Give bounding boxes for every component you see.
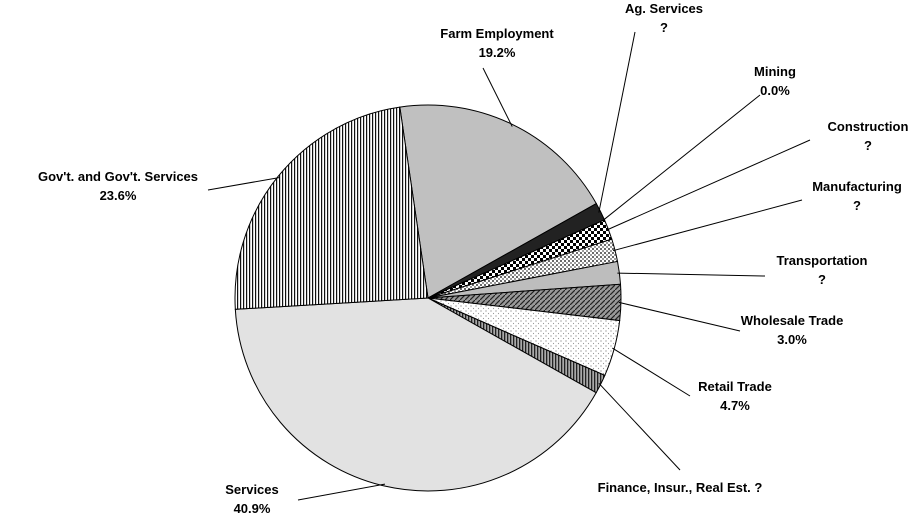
leader-line xyxy=(598,382,681,471)
leader-line xyxy=(606,139,811,231)
leader-line xyxy=(618,301,741,332)
category-label: Ag. Services xyxy=(625,1,703,16)
category-label: Retail Trade xyxy=(698,379,772,394)
value-label: 19.2% xyxy=(479,45,516,60)
category-label: Farm Employment xyxy=(440,26,554,41)
value-label: ? xyxy=(853,198,861,213)
leader-line xyxy=(612,347,691,397)
leader-line xyxy=(602,94,761,222)
value-label: ? xyxy=(864,138,872,153)
value-label: ? xyxy=(754,480,762,495)
value-label: 4.7% xyxy=(720,398,750,413)
category-label: Services xyxy=(225,482,279,497)
value-label: 40.9% xyxy=(234,501,271,516)
pie-slice xyxy=(234,106,429,310)
leader-line xyxy=(207,176,280,191)
category-label: Wholesale Trade xyxy=(741,313,844,328)
leader-line xyxy=(598,31,636,213)
category-label: Transportation xyxy=(776,253,867,268)
category-label: Gov't. and Gov't. Services xyxy=(38,169,198,184)
leader-line xyxy=(617,272,766,277)
value-label: ? xyxy=(818,272,826,287)
leader-line xyxy=(612,199,803,252)
leader-line xyxy=(297,483,386,501)
value-label: 3.0% xyxy=(777,332,807,347)
pie-slice xyxy=(234,297,597,492)
value-label: 23.6% xyxy=(100,188,137,203)
leader-line xyxy=(482,67,513,127)
category-label: Manufacturing xyxy=(812,179,902,194)
category-label: Construction xyxy=(828,119,909,134)
category-label: Mining xyxy=(754,64,796,79)
slice-label: Finance, Insur., Real Est. ? xyxy=(598,480,763,495)
value-label: ? xyxy=(660,20,668,35)
category-label: Finance, Insur., Real Est. xyxy=(598,480,751,495)
value-label: 0.0% xyxy=(760,83,790,98)
pie-slice xyxy=(399,104,598,299)
